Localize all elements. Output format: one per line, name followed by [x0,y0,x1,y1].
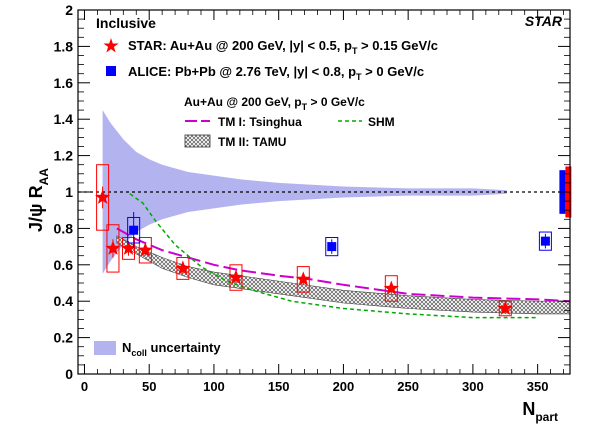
y-tick-label: 1.4 [54,111,74,127]
y-tick-label: 0.4 [54,293,74,309]
legend-star-marker [103,38,119,53]
x-tick-label: 0 [81,379,88,394]
star-point [497,300,513,315]
legend-alice-marker [106,66,116,76]
y-axis-title-main: J/ψ R [26,185,46,232]
y-tick-label: 2 [65,2,73,18]
legend-tm1-text: TM I: Tsinghua [218,115,302,129]
legend-model-header-a: Au+Au @ 200 GeV, p [184,95,302,109]
star-point [120,240,137,255]
star-point [175,260,191,275]
x-tick-label: 50 [142,379,156,394]
inclusive-label: Inclusive [96,15,156,31]
x-axis-title-main: N [522,399,535,419]
alice-point [540,236,550,246]
star-sys-box [138,237,152,264]
y-tick-label: 0.2 [54,330,74,346]
star-sys-box [106,224,120,273]
axes: 0 50 100 150 200 250 300 350 0 0.2 0.4 0.6 0.8 1 1.2 1.… [54,2,570,394]
star-point [228,269,244,284]
plot-area [78,110,572,319]
alice-sys-box [325,237,339,257]
star-collab-label: STAR [525,13,563,29]
legend-ncoll-text: Ncoll uncertainty [122,340,221,358]
y-axis-title: J/ψ RAA [26,168,51,232]
y-tick-label: 1.2 [54,148,74,164]
alice-sys-box [538,231,552,251]
legend-model-header-b: > 0 GeV/c [307,95,365,109]
x-tick-label: 350 [527,379,549,394]
legend-ncoll-text-a: N [122,340,131,355]
x-tick-label: 100 [203,379,225,394]
x-tick-label: 300 [462,379,484,394]
legend-ncoll-swatch [94,341,116,355]
legend-alice: ALICE: Pb+Pb @ 2.76 TeV, |y| < 0.8, pT >… [106,64,424,82]
star-point [295,271,311,286]
star-sys-box [296,266,310,293]
ncoll-uncertainty-band [102,110,507,274]
legend-tm2-swatch [184,134,211,148]
legend-shm: SHM [338,115,395,129]
legend-tm1: TM I: Tsinghua [185,115,302,129]
star-point [95,189,111,204]
alice-point [129,225,139,235]
star-point [383,280,399,295]
legend-tm2: TM II: TAMU [184,134,286,149]
y-axis-title-sub: AA [37,168,51,186]
star-point [105,240,121,255]
y-tick-label: 1.8 [54,38,74,54]
legend-tm2-text: TM II: TAMU [218,135,286,149]
legend-alice-text-b: > 0 GeV/c [362,64,425,79]
star-sys-box [121,237,135,260]
legend-shm-text: SHM [368,115,395,129]
legend-model-header: Au+Au @ 200 GeV, pT > 0 GeV/c [184,95,365,112]
y-tick-label: 1.6 [54,75,74,91]
star-sys-box [96,164,110,231]
alice-point [327,242,337,252]
y-tick-label: 0.6 [54,257,74,273]
x-tick-label: 200 [333,379,355,394]
x-axis-title-sub: part [535,410,558,424]
legend-star-text-sub: T [352,46,358,56]
legend-ncoll-text-sub: coll [131,348,147,358]
legend-alice-text-a: ALICE: Pb+Pb @ 2.76 TeV, |y| < 0.8, p [128,64,356,79]
legend-model-header-sub: T [302,102,308,112]
legend-star-text-b: > 0.15 GeV/c [357,38,438,53]
star-sys-box [384,275,398,302]
legend-star: STAR: Au+Au @ 200 GeV, |y| < 0.5, pT > 0… [103,38,438,56]
tm2-band [116,235,571,315]
legend-ncoll-text-b: uncertainty [147,340,221,355]
x-tick-label: 150 [268,379,290,394]
tm1-curve [116,227,571,303]
star-point [137,242,153,257]
star-sys-box [176,257,190,280]
y-tick-label: 1 [65,184,73,200]
legend-star-text-a: STAR: Au+Au @ 200 GeV, |y| < 0.5, p [128,38,352,53]
x-axis-title: Npart [522,399,558,424]
y-tick-label: 0 [65,366,73,382]
legend-alice-text-sub: T [356,72,362,82]
x-tick-label: 250 [397,379,419,394]
legend-ncoll: Ncoll uncertainty [94,340,221,358]
legend-star-text: STAR: Au+Au @ 200 GeV, |y| < 0.5, pT > 0… [128,38,438,56]
y-tick-label: 0.8 [54,220,74,236]
legend-alice-text: ALICE: Pb+Pb @ 2.76 TeV, |y| < 0.8, pT >… [128,64,424,82]
star-sys-box [229,264,243,291]
